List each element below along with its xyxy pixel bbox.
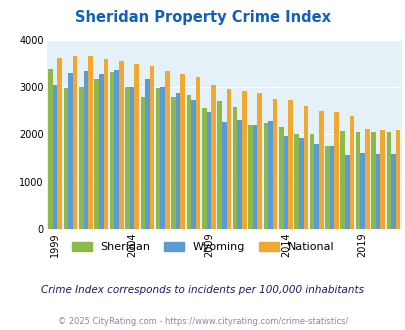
Bar	[175, 93, 180, 229]
Bar	[191, 100, 195, 229]
Bar	[298, 138, 303, 229]
Bar	[186, 95, 191, 229]
Bar	[375, 154, 379, 229]
Bar	[349, 116, 354, 229]
Bar	[134, 64, 139, 229]
Bar	[226, 89, 231, 229]
Bar	[165, 71, 169, 229]
Bar	[83, 71, 88, 229]
Bar	[72, 56, 77, 229]
Bar	[79, 87, 83, 229]
Bar	[288, 100, 292, 229]
Bar	[344, 155, 349, 229]
Bar	[222, 122, 226, 229]
Bar	[379, 130, 384, 229]
Text: Sheridan Property Crime Index: Sheridan Property Crime Index	[75, 10, 330, 25]
Bar	[370, 132, 375, 229]
Bar	[313, 144, 318, 229]
Legend: Sheridan, Wyoming, National: Sheridan, Wyoming, National	[67, 238, 338, 257]
Bar	[68, 73, 72, 229]
Bar	[252, 125, 257, 229]
Bar	[232, 107, 237, 229]
Bar	[156, 87, 160, 229]
Bar	[48, 69, 53, 229]
Bar	[145, 80, 149, 229]
Bar	[294, 135, 298, 229]
Bar	[149, 66, 154, 229]
Text: © 2025 CityRating.com - https://www.cityrating.com/crime-statistics/: © 2025 CityRating.com - https://www.city…	[58, 317, 347, 326]
Bar	[109, 72, 114, 229]
Bar	[263, 123, 267, 229]
Bar	[339, 131, 344, 229]
Bar	[88, 56, 93, 229]
Bar	[318, 111, 323, 229]
Bar	[241, 91, 246, 229]
Bar	[171, 97, 175, 229]
Bar	[390, 154, 395, 229]
Bar	[395, 130, 399, 229]
Bar	[267, 121, 272, 229]
Bar	[103, 59, 108, 229]
Bar	[360, 153, 364, 229]
Bar	[386, 132, 390, 229]
Bar	[160, 87, 165, 229]
Bar	[58, 58, 62, 229]
Bar	[278, 127, 283, 229]
Bar	[355, 132, 360, 229]
Bar	[217, 101, 222, 229]
Bar	[247, 125, 252, 229]
Bar	[180, 74, 185, 229]
Bar	[333, 112, 338, 229]
Bar	[125, 87, 130, 229]
Bar	[303, 106, 307, 229]
Bar	[202, 108, 206, 229]
Bar	[309, 135, 313, 229]
Bar	[140, 97, 145, 229]
Bar	[211, 85, 215, 229]
Bar	[283, 136, 288, 229]
Bar	[364, 129, 369, 229]
Bar	[324, 146, 329, 229]
Bar	[99, 74, 103, 229]
Bar	[114, 70, 119, 229]
Bar	[272, 99, 277, 229]
Bar	[329, 146, 333, 229]
Bar	[94, 79, 99, 229]
Bar	[206, 112, 211, 229]
Bar	[257, 93, 261, 229]
Text: Crime Index corresponds to incidents per 100,000 inhabitants: Crime Index corresponds to incidents per…	[41, 285, 364, 295]
Bar	[130, 86, 134, 229]
Bar	[237, 120, 241, 229]
Bar	[195, 77, 200, 229]
Bar	[53, 85, 58, 229]
Bar	[119, 61, 123, 229]
Bar	[64, 88, 68, 229]
